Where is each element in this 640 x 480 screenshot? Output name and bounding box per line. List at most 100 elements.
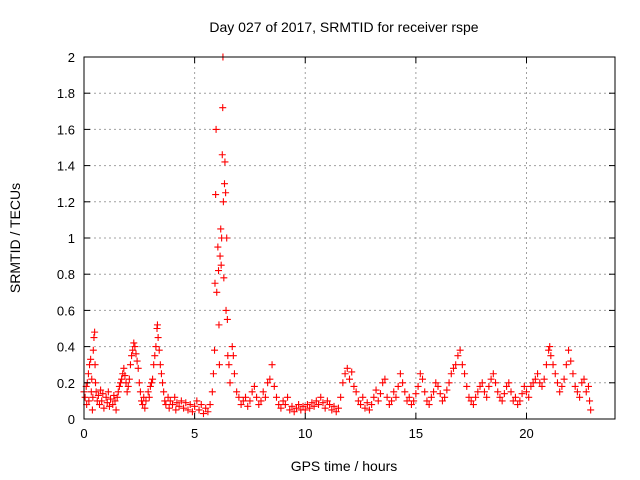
data-point [239, 397, 247, 405]
y-tick-label: 0.2 [57, 376, 75, 391]
y-tick-label: 1.6 [57, 122, 75, 137]
data-point [157, 370, 165, 378]
y-axis-label: SRMTID / TECUs [7, 183, 23, 293]
data-point [326, 401, 334, 409]
data-point [202, 404, 210, 412]
data-point [299, 402, 307, 410]
data-point [516, 397, 524, 405]
data-point [122, 379, 130, 387]
data-point [489, 370, 497, 378]
data-point [135, 379, 143, 387]
data-point [175, 402, 183, 410]
data-point [472, 393, 480, 401]
data-point [483, 393, 491, 401]
data-point [88, 406, 96, 414]
data-point [546, 343, 554, 351]
data-point [111, 397, 119, 405]
data-point [503, 382, 511, 390]
data-point [118, 375, 126, 383]
data-point [339, 379, 347, 387]
data-point [359, 393, 367, 401]
data-point [317, 393, 325, 401]
data-point [144, 388, 152, 396]
data-point [102, 393, 110, 401]
data-point [560, 375, 568, 383]
data-point [578, 379, 586, 387]
data-point [124, 382, 132, 390]
data-point [454, 352, 462, 360]
data-point [580, 375, 588, 383]
data-point [81, 393, 89, 401]
data-point [132, 350, 140, 358]
data-point [222, 189, 230, 197]
data-point [323, 397, 331, 405]
data-point [529, 379, 537, 387]
data-point [250, 382, 258, 390]
data-point [155, 346, 163, 354]
data-point [474, 388, 482, 396]
data-point [301, 406, 309, 414]
data-point [354, 397, 362, 405]
data-point [129, 346, 137, 354]
data-point [115, 382, 123, 390]
data-point [542, 361, 550, 369]
data-point [370, 393, 378, 401]
data-point [85, 397, 93, 405]
data-point [558, 382, 566, 390]
points-layer [80, 53, 595, 418]
data-point [567, 357, 575, 365]
data-point [91, 328, 99, 336]
data-point [447, 370, 455, 378]
data-point [172, 406, 180, 414]
data-point [423, 397, 431, 405]
data-point [407, 401, 415, 409]
data-point [507, 388, 515, 396]
y-tick-label: 0.8 [57, 267, 75, 282]
data-point [494, 388, 502, 396]
data-point [357, 401, 365, 409]
data-point [436, 390, 444, 398]
data-point [193, 397, 201, 405]
data-point [141, 404, 149, 412]
data-point [100, 404, 108, 412]
data-point [449, 364, 457, 372]
data-point [414, 382, 422, 390]
data-point [145, 393, 153, 401]
data-point [434, 382, 442, 390]
data-point [547, 352, 555, 360]
data-point [217, 261, 225, 269]
data-point [154, 334, 162, 342]
data-point [162, 401, 170, 409]
data-point [469, 401, 477, 409]
data-point [182, 399, 190, 407]
data-point [261, 393, 269, 401]
data-point [166, 397, 174, 405]
data-point [525, 393, 533, 401]
data-point [134, 364, 142, 372]
data-point [308, 399, 316, 407]
data-point [523, 388, 530, 396]
data-point [121, 372, 129, 380]
x-tick-label: 20 [519, 426, 533, 441]
data-point [443, 386, 451, 394]
data-point [226, 379, 234, 387]
data-point [520, 382, 528, 390]
data-point [505, 379, 513, 387]
data-point [396, 370, 404, 378]
data-point [171, 393, 179, 401]
data-point [540, 375, 548, 383]
data-point [264, 379, 272, 387]
data-point [92, 388, 100, 396]
data-point [180, 404, 188, 412]
data-point [290, 408, 298, 416]
data-point [545, 346, 553, 354]
data-point [341, 370, 349, 378]
data-point [586, 397, 594, 405]
data-point [112, 406, 120, 414]
data-point [551, 370, 559, 378]
data-point [206, 401, 214, 409]
data-point [191, 402, 199, 410]
data-point [212, 191, 220, 199]
data-point [211, 346, 219, 354]
data-point [90, 334, 98, 342]
